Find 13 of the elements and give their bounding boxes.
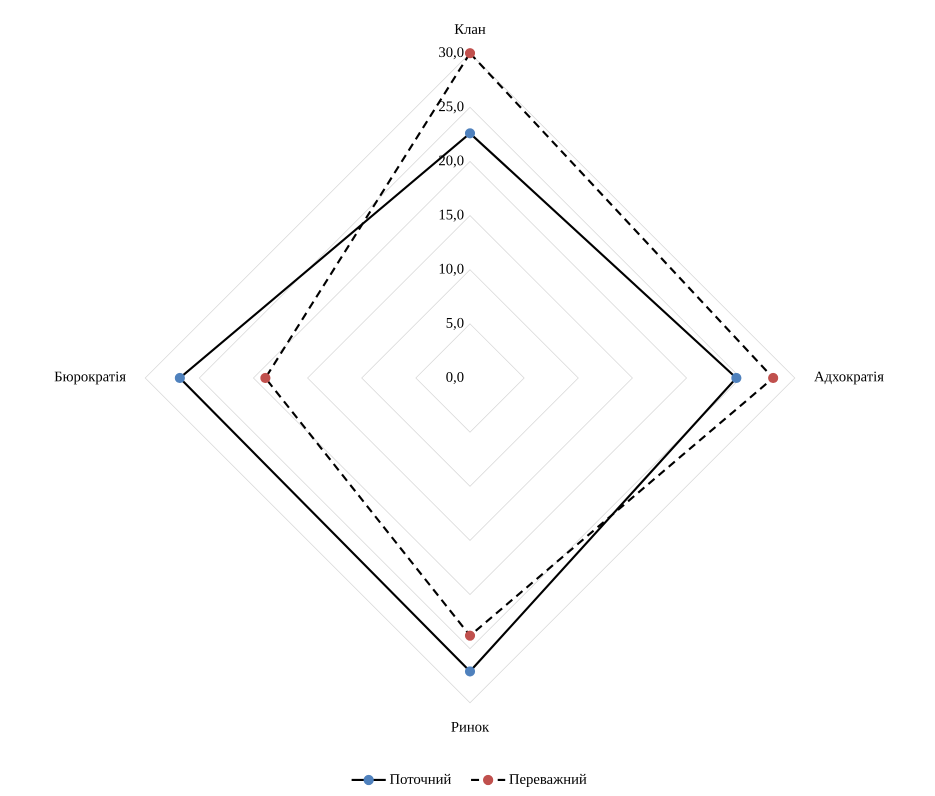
y-tick-label: 5,0 <box>446 318 464 330</box>
y-tick-label: 15,0 <box>440 210 464 222</box>
y-tick-label: 20,0 <box>439 155 464 168</box>
y-tick-label: 10,0 <box>440 264 464 276</box>
spoke-label: Адхократія <box>814 372 884 384</box>
legend-label: Поточний <box>390 774 451 784</box>
y-tick-label: 25,0 <box>439 101 464 114</box>
spoke-label: Бюрократія <box>54 372 126 384</box>
spoke-label: Ринок <box>451 722 490 732</box>
legend-label: Переважний <box>509 774 586 788</box>
spoke-label: Клан <box>454 24 486 34</box>
y-tick-label: 0,0 <box>446 372 464 384</box>
y-tick-label: 30,0 <box>439 47 464 60</box>
